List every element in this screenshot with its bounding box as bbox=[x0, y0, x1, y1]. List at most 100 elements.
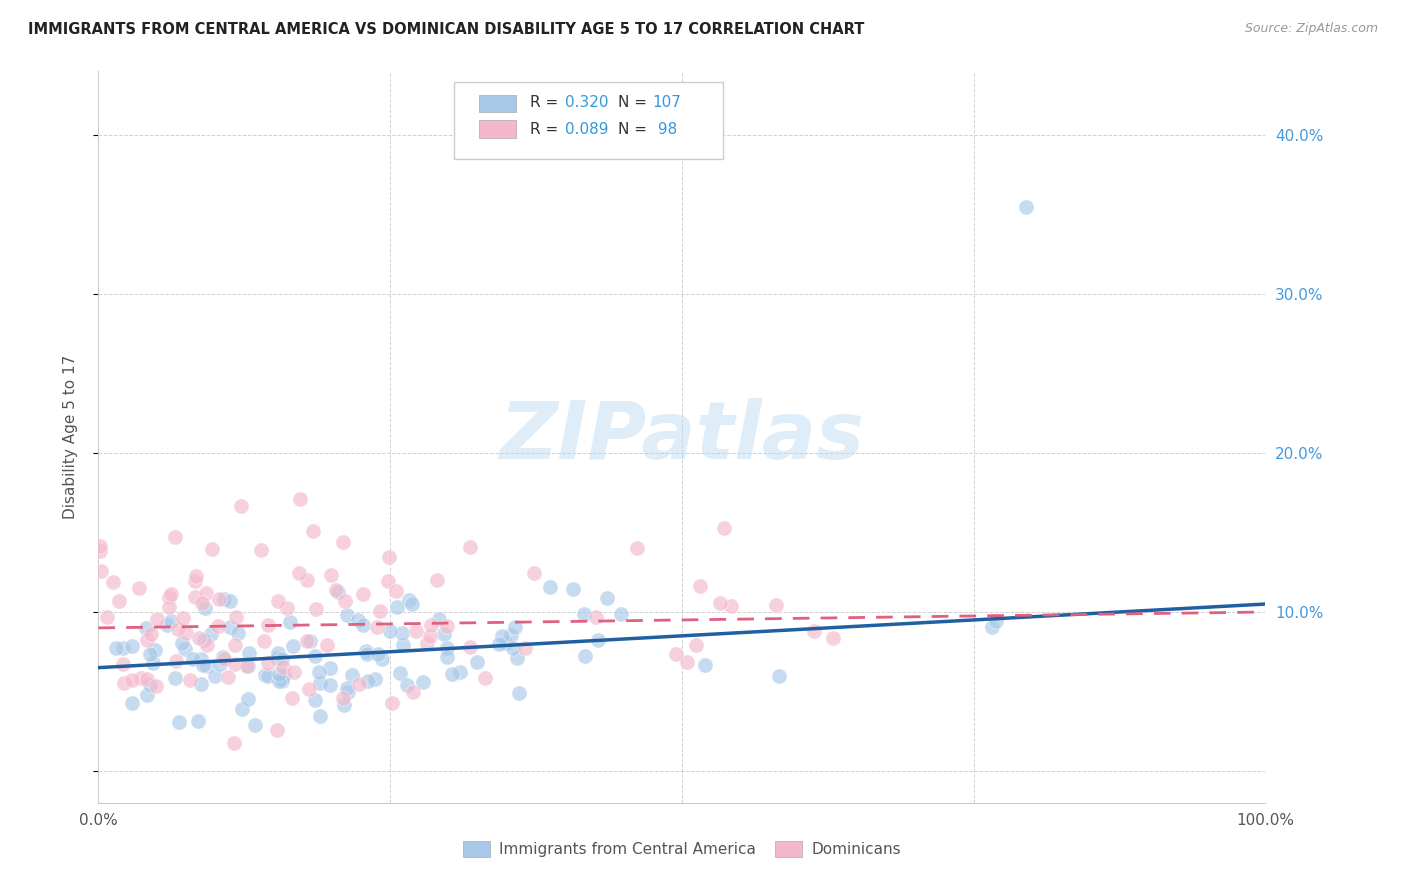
Point bbox=[138, 648, 160, 662]
Text: Source: ZipAtlas.com: Source: ZipAtlas.com bbox=[1244, 22, 1378, 36]
Point bbox=[281, 639, 304, 653]
Point bbox=[347, 677, 370, 691]
Point bbox=[412, 675, 434, 690]
Point bbox=[319, 678, 342, 692]
Point bbox=[238, 646, 260, 660]
Point bbox=[271, 652, 294, 666]
Point bbox=[231, 500, 253, 514]
Point bbox=[298, 634, 321, 648]
Point bbox=[139, 627, 162, 641]
FancyBboxPatch shape bbox=[479, 120, 516, 138]
Point bbox=[305, 601, 328, 615]
Point bbox=[209, 657, 232, 671]
Point bbox=[986, 614, 1008, 628]
Point bbox=[273, 667, 295, 681]
Point bbox=[136, 688, 159, 702]
Point bbox=[352, 618, 374, 632]
Point bbox=[276, 601, 298, 615]
Point bbox=[336, 681, 359, 696]
Point bbox=[112, 640, 135, 655]
Point bbox=[288, 492, 311, 507]
Point bbox=[266, 594, 288, 608]
Point bbox=[204, 669, 226, 683]
Point bbox=[765, 598, 787, 612]
Point bbox=[503, 620, 526, 634]
Point bbox=[257, 657, 280, 671]
Point bbox=[179, 673, 201, 687]
Point bbox=[267, 646, 290, 660]
Point bbox=[309, 676, 332, 690]
Point bbox=[201, 542, 224, 557]
Point bbox=[328, 585, 350, 599]
Text: IMMIGRANTS FROM CENTRAL AMERICA VS DOMINICAN DISABILITY AGE 5 TO 17 CORRELATION : IMMIGRANTS FROM CENTRAL AMERICA VS DOMIN… bbox=[28, 22, 865, 37]
Point bbox=[190, 651, 212, 665]
Point bbox=[398, 593, 420, 607]
Point bbox=[172, 610, 194, 624]
Point bbox=[121, 696, 143, 710]
Point bbox=[90, 564, 112, 578]
Text: ZIPatlas: ZIPatlas bbox=[499, 398, 865, 476]
Point bbox=[449, 665, 471, 679]
Point bbox=[170, 635, 193, 649]
Point bbox=[803, 624, 825, 638]
Point bbox=[333, 698, 356, 712]
Point bbox=[596, 591, 619, 606]
Point bbox=[458, 540, 481, 554]
Point bbox=[266, 723, 288, 737]
Point bbox=[195, 658, 218, 673]
Point bbox=[193, 633, 215, 648]
Point bbox=[585, 610, 607, 624]
Point bbox=[288, 566, 311, 581]
Point bbox=[347, 613, 370, 627]
Point bbox=[235, 659, 257, 673]
Point bbox=[183, 652, 205, 666]
Text: N =: N = bbox=[617, 122, 651, 137]
Text: 0.089: 0.089 bbox=[565, 122, 609, 137]
Point bbox=[224, 638, 246, 652]
Point bbox=[225, 610, 247, 624]
Point bbox=[256, 617, 278, 632]
Point bbox=[146, 612, 169, 626]
Point bbox=[191, 658, 214, 673]
Point bbox=[101, 575, 124, 590]
Point bbox=[389, 666, 412, 681]
Point bbox=[416, 636, 439, 650]
Point bbox=[356, 647, 378, 661]
Point bbox=[474, 671, 496, 685]
Point bbox=[420, 617, 443, 632]
Point bbox=[186, 568, 208, 582]
Point bbox=[96, 609, 118, 624]
Point bbox=[112, 676, 135, 690]
Point bbox=[336, 608, 359, 623]
Point bbox=[271, 660, 294, 674]
Point bbox=[188, 631, 211, 645]
Point bbox=[155, 617, 177, 632]
Point bbox=[685, 638, 707, 652]
Point bbox=[610, 607, 633, 622]
Point bbox=[501, 628, 523, 642]
Point bbox=[214, 652, 236, 666]
Point bbox=[427, 612, 450, 626]
Point bbox=[401, 597, 423, 611]
Point bbox=[145, 679, 167, 693]
Point bbox=[675, 655, 697, 669]
Point bbox=[1015, 200, 1038, 214]
Point bbox=[378, 550, 401, 565]
Point bbox=[160, 614, 183, 628]
FancyBboxPatch shape bbox=[454, 82, 723, 159]
Point bbox=[157, 590, 180, 604]
Point bbox=[165, 654, 187, 668]
Point bbox=[325, 582, 347, 597]
Point bbox=[231, 702, 253, 716]
Point bbox=[138, 678, 160, 692]
Point bbox=[356, 644, 378, 658]
FancyBboxPatch shape bbox=[479, 95, 516, 112]
Point bbox=[135, 622, 157, 636]
Point bbox=[367, 647, 389, 661]
Point bbox=[108, 593, 131, 607]
Point bbox=[224, 736, 246, 750]
Point bbox=[267, 666, 290, 681]
Point bbox=[405, 624, 427, 638]
Point bbox=[267, 673, 290, 688]
Point bbox=[709, 595, 731, 609]
